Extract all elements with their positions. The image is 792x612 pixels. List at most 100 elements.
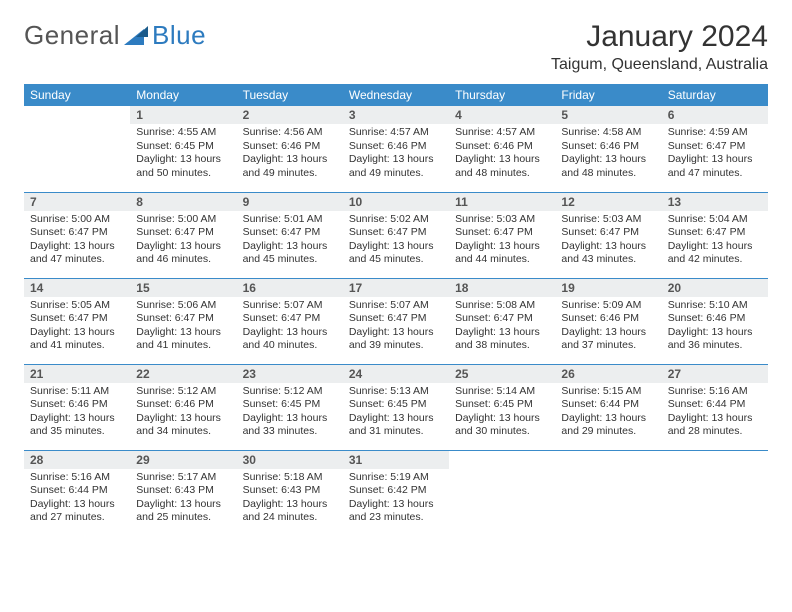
calendar-week-row: 28Sunrise: 5:16 AMSunset: 6:44 PMDayligh… bbox=[24, 450, 768, 536]
day-number: 17 bbox=[343, 279, 449, 297]
calendar-day-cell bbox=[555, 450, 661, 536]
day-info: Sunrise: 5:13 AMSunset: 6:45 PMDaylight:… bbox=[343, 383, 449, 444]
day-info: Sunrise: 4:58 AMSunset: 6:46 PMDaylight:… bbox=[555, 124, 661, 185]
day-info: Sunrise: 5:09 AMSunset: 6:46 PMDaylight:… bbox=[555, 297, 661, 358]
logo: General Blue bbox=[24, 20, 206, 51]
calendar-table: SundayMondayTuesdayWednesdayThursdayFrid… bbox=[24, 84, 768, 536]
calendar-week-row: 14Sunrise: 5:05 AMSunset: 6:47 PMDayligh… bbox=[24, 278, 768, 364]
calendar-day-cell: 7Sunrise: 5:00 AMSunset: 6:47 PMDaylight… bbox=[24, 192, 130, 278]
calendar-day-cell: 5Sunrise: 4:58 AMSunset: 6:46 PMDaylight… bbox=[555, 106, 661, 192]
day-number: 10 bbox=[343, 193, 449, 211]
calendar-day-cell bbox=[449, 450, 555, 536]
day-info: Sunrise: 5:15 AMSunset: 6:44 PMDaylight:… bbox=[555, 383, 661, 444]
calendar-day-cell: 4Sunrise: 4:57 AMSunset: 6:46 PMDaylight… bbox=[449, 106, 555, 192]
calendar-day-cell: 17Sunrise: 5:07 AMSunset: 6:47 PMDayligh… bbox=[343, 278, 449, 364]
day-info: Sunrise: 5:05 AMSunset: 6:47 PMDaylight:… bbox=[24, 297, 130, 358]
day-info: Sunrise: 5:12 AMSunset: 6:46 PMDaylight:… bbox=[130, 383, 236, 444]
day-info: Sunrise: 4:57 AMSunset: 6:46 PMDaylight:… bbox=[343, 124, 449, 185]
calendar-day-cell: 25Sunrise: 5:14 AMSunset: 6:45 PMDayligh… bbox=[449, 364, 555, 450]
calendar-day-cell: 26Sunrise: 5:15 AMSunset: 6:44 PMDayligh… bbox=[555, 364, 661, 450]
day-info: Sunrise: 5:11 AMSunset: 6:46 PMDaylight:… bbox=[24, 383, 130, 444]
day-number: 24 bbox=[343, 365, 449, 383]
weekday-header: Saturday bbox=[662, 84, 768, 106]
calendar-day-cell: 11Sunrise: 5:03 AMSunset: 6:47 PMDayligh… bbox=[449, 192, 555, 278]
day-info: Sunrise: 5:18 AMSunset: 6:43 PMDaylight:… bbox=[237, 469, 343, 530]
day-number: 7 bbox=[24, 193, 130, 211]
day-info: Sunrise: 5:19 AMSunset: 6:42 PMDaylight:… bbox=[343, 469, 449, 530]
header: General Blue January 2024 Taigum, Queens… bbox=[24, 20, 768, 74]
day-number: 16 bbox=[237, 279, 343, 297]
calendar-day-cell: 20Sunrise: 5:10 AMSunset: 6:46 PMDayligh… bbox=[662, 278, 768, 364]
day-number: 28 bbox=[24, 451, 130, 469]
day-number: 20 bbox=[662, 279, 768, 297]
calendar-day-cell: 22Sunrise: 5:12 AMSunset: 6:46 PMDayligh… bbox=[130, 364, 236, 450]
calendar-week-row: 21Sunrise: 5:11 AMSunset: 6:46 PMDayligh… bbox=[24, 364, 768, 450]
calendar-day-cell: 3Sunrise: 4:57 AMSunset: 6:46 PMDaylight… bbox=[343, 106, 449, 192]
day-number: 1 bbox=[130, 106, 236, 124]
day-info: Sunrise: 5:12 AMSunset: 6:45 PMDaylight:… bbox=[237, 383, 343, 444]
day-info: Sunrise: 4:56 AMSunset: 6:46 PMDaylight:… bbox=[237, 124, 343, 185]
weekday-header: Sunday bbox=[24, 84, 130, 106]
weekday-header: Wednesday bbox=[343, 84, 449, 106]
weekday-row: SundayMondayTuesdayWednesdayThursdayFrid… bbox=[24, 84, 768, 106]
day-info: Sunrise: 5:03 AMSunset: 6:47 PMDaylight:… bbox=[449, 211, 555, 272]
day-number: 27 bbox=[662, 365, 768, 383]
calendar-day-cell: 6Sunrise: 4:59 AMSunset: 6:47 PMDaylight… bbox=[662, 106, 768, 192]
day-info: Sunrise: 5:04 AMSunset: 6:47 PMDaylight:… bbox=[662, 211, 768, 272]
calendar-day-cell: 21Sunrise: 5:11 AMSunset: 6:46 PMDayligh… bbox=[24, 364, 130, 450]
weekday-header: Thursday bbox=[449, 84, 555, 106]
weekday-header: Friday bbox=[555, 84, 661, 106]
day-info: Sunrise: 5:16 AMSunset: 6:44 PMDaylight:… bbox=[24, 469, 130, 530]
logo-mark-icon bbox=[124, 25, 150, 47]
day-number: 31 bbox=[343, 451, 449, 469]
day-number: 18 bbox=[449, 279, 555, 297]
day-info: Sunrise: 5:01 AMSunset: 6:47 PMDaylight:… bbox=[237, 211, 343, 272]
calendar-body: 1Sunrise: 4:55 AMSunset: 6:45 PMDaylight… bbox=[24, 106, 768, 536]
day-info: Sunrise: 5:17 AMSunset: 6:43 PMDaylight:… bbox=[130, 469, 236, 530]
day-number: 14 bbox=[24, 279, 130, 297]
calendar-day-cell bbox=[24, 106, 130, 192]
title-block: January 2024 Taigum, Queensland, Austral… bbox=[551, 20, 768, 74]
day-number: 19 bbox=[555, 279, 661, 297]
day-number: 6 bbox=[662, 106, 768, 124]
day-info: Sunrise: 5:00 AMSunset: 6:47 PMDaylight:… bbox=[24, 211, 130, 272]
day-number: 15 bbox=[130, 279, 236, 297]
calendar-day-cell: 16Sunrise: 5:07 AMSunset: 6:47 PMDayligh… bbox=[237, 278, 343, 364]
calendar-day-cell: 18Sunrise: 5:08 AMSunset: 6:47 PMDayligh… bbox=[449, 278, 555, 364]
calendar-day-cell: 8Sunrise: 5:00 AMSunset: 6:47 PMDaylight… bbox=[130, 192, 236, 278]
calendar-day-cell: 10Sunrise: 5:02 AMSunset: 6:47 PMDayligh… bbox=[343, 192, 449, 278]
calendar-day-cell: 14Sunrise: 5:05 AMSunset: 6:47 PMDayligh… bbox=[24, 278, 130, 364]
day-info: Sunrise: 5:00 AMSunset: 6:47 PMDaylight:… bbox=[130, 211, 236, 272]
day-number: 11 bbox=[449, 193, 555, 211]
day-number: 30 bbox=[237, 451, 343, 469]
day-number: 12 bbox=[555, 193, 661, 211]
calendar-day-cell: 19Sunrise: 5:09 AMSunset: 6:46 PMDayligh… bbox=[555, 278, 661, 364]
day-number: 23 bbox=[237, 365, 343, 383]
day-info: Sunrise: 5:16 AMSunset: 6:44 PMDaylight:… bbox=[662, 383, 768, 444]
day-number: 2 bbox=[237, 106, 343, 124]
calendar-day-cell: 1Sunrise: 4:55 AMSunset: 6:45 PMDaylight… bbox=[130, 106, 236, 192]
month-title: January 2024 bbox=[551, 20, 768, 54]
weekday-header: Monday bbox=[130, 84, 236, 106]
calendar-day-cell: 27Sunrise: 5:16 AMSunset: 6:44 PMDayligh… bbox=[662, 364, 768, 450]
calendar-day-cell: 30Sunrise: 5:18 AMSunset: 6:43 PMDayligh… bbox=[237, 450, 343, 536]
day-info: Sunrise: 4:57 AMSunset: 6:46 PMDaylight:… bbox=[449, 124, 555, 185]
calendar-day-cell: 9Sunrise: 5:01 AMSunset: 6:47 PMDaylight… bbox=[237, 192, 343, 278]
day-number: 5 bbox=[555, 106, 661, 124]
calendar-day-cell: 13Sunrise: 5:04 AMSunset: 6:47 PMDayligh… bbox=[662, 192, 768, 278]
day-number: 21 bbox=[24, 365, 130, 383]
day-number: 8 bbox=[130, 193, 236, 211]
day-info: Sunrise: 5:14 AMSunset: 6:45 PMDaylight:… bbox=[449, 383, 555, 444]
calendar-day-cell: 12Sunrise: 5:03 AMSunset: 6:47 PMDayligh… bbox=[555, 192, 661, 278]
calendar-week-row: 1Sunrise: 4:55 AMSunset: 6:45 PMDaylight… bbox=[24, 106, 768, 192]
day-info: Sunrise: 4:55 AMSunset: 6:45 PMDaylight:… bbox=[130, 124, 236, 185]
day-info: Sunrise: 5:06 AMSunset: 6:47 PMDaylight:… bbox=[130, 297, 236, 358]
day-number: 25 bbox=[449, 365, 555, 383]
day-info: Sunrise: 5:02 AMSunset: 6:47 PMDaylight:… bbox=[343, 211, 449, 272]
day-number: 29 bbox=[130, 451, 236, 469]
calendar-day-cell: 15Sunrise: 5:06 AMSunset: 6:47 PMDayligh… bbox=[130, 278, 236, 364]
calendar-day-cell: 23Sunrise: 5:12 AMSunset: 6:45 PMDayligh… bbox=[237, 364, 343, 450]
day-info: Sunrise: 5:07 AMSunset: 6:47 PMDaylight:… bbox=[343, 297, 449, 358]
day-number: 3 bbox=[343, 106, 449, 124]
logo-text-1: General bbox=[24, 20, 120, 51]
